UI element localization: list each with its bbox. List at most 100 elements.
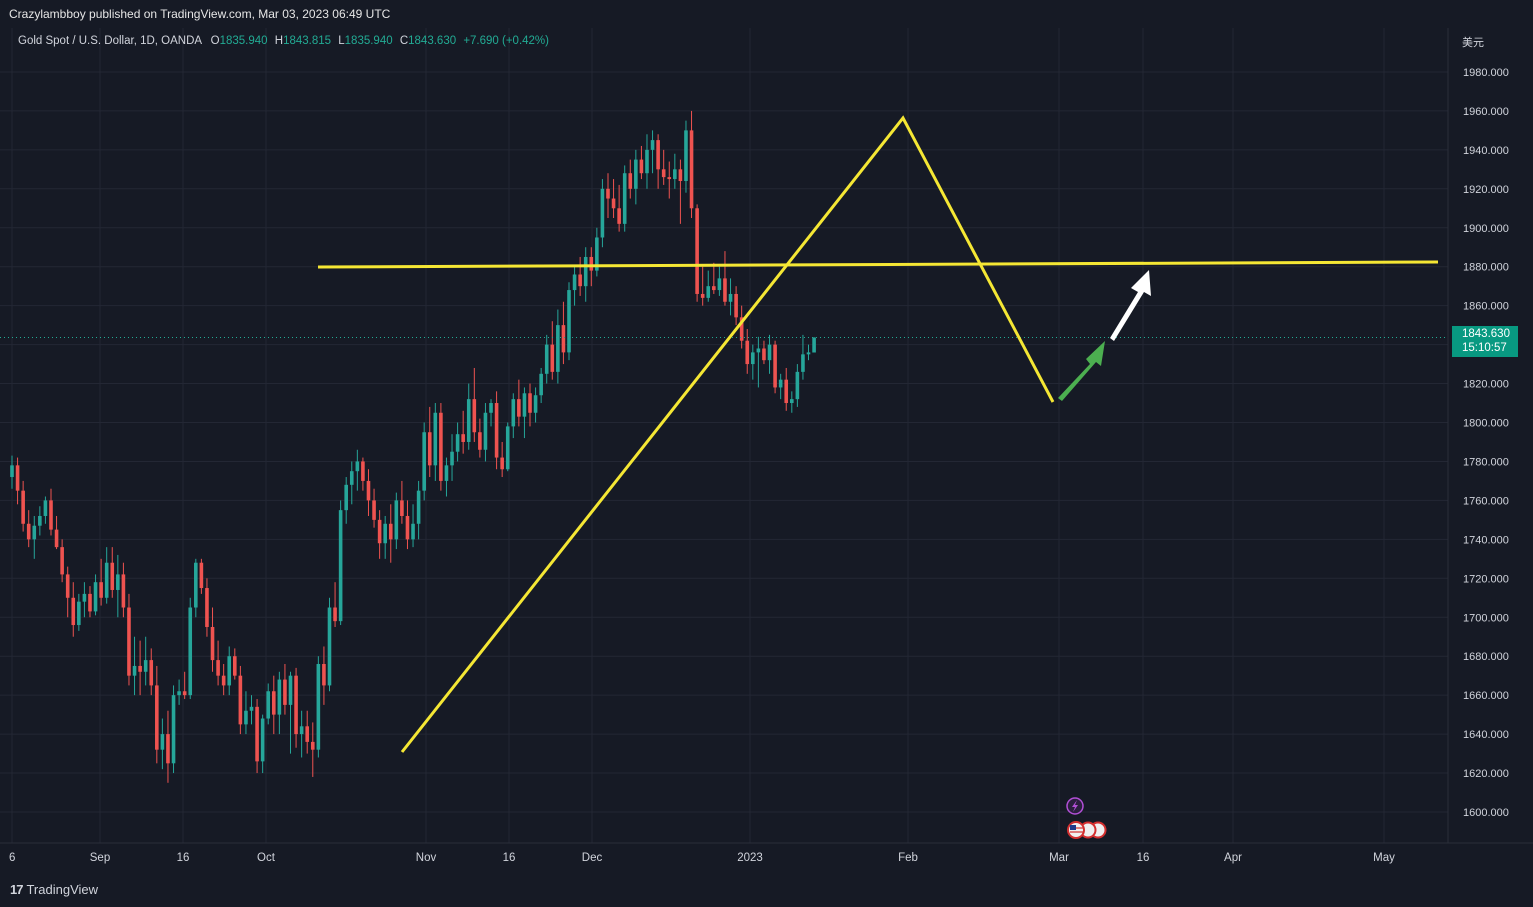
symbol-legend: Gold Spot / U.S. Dollar, 1D, OANDA O1835… xyxy=(18,35,549,47)
candle-body xyxy=(294,675,298,735)
open-label: O xyxy=(210,35,220,47)
candle-body xyxy=(110,562,115,590)
candle-body xyxy=(388,523,393,540)
footer xyxy=(0,876,1533,907)
candle-body xyxy=(567,290,571,353)
candle-body xyxy=(550,344,555,372)
tradingview-logo-icon: 17 xyxy=(10,882,24,897)
candle-body xyxy=(522,393,527,417)
candle-body xyxy=(511,399,516,427)
candle-body xyxy=(427,432,432,466)
candle-body xyxy=(405,515,410,540)
candle-body xyxy=(21,490,25,524)
currency-label[interactable]: 美元 xyxy=(1462,37,1484,49)
time-axis[interactable]: 6 Sep 16 Oct Nov 16 Dec 2023 Feb Mar 16 Apr May xyxy=(0,842,1533,864)
candle-body xyxy=(38,515,42,526)
candle-body xyxy=(667,177,672,180)
price-axis[interactable]: 1980.000 1960.000 1940.000 1920.000 1900.000… xyxy=(1447,28,1509,843)
candle-body xyxy=(138,665,142,672)
candle-body xyxy=(795,371,800,400)
white-arrow-icon[interactable] xyxy=(1110,270,1151,341)
candle-body xyxy=(10,465,14,478)
candle-body xyxy=(333,607,337,622)
events-row[interactable] xyxy=(1066,797,1107,839)
candle-body xyxy=(661,169,666,178)
candle-body xyxy=(583,256,588,287)
candle-body xyxy=(578,274,582,287)
x-tick-label: Apr xyxy=(1224,852,1242,864)
candle-body xyxy=(71,597,76,626)
x-tick-label: Sep xyxy=(90,852,110,864)
candle-body xyxy=(305,726,310,742)
x-tick-label: Mar xyxy=(1049,852,1069,864)
candle-body xyxy=(739,317,744,341)
candle-body xyxy=(104,562,109,598)
tradingview-logo[interactable]: 17 TradingView xyxy=(10,882,98,897)
last-price-value: 1843.630 xyxy=(1462,328,1510,340)
y-tick-label: 1980.000 xyxy=(1463,67,1509,79)
candle-body xyxy=(99,582,103,598)
candle-body xyxy=(199,562,204,589)
candle-body xyxy=(277,679,282,715)
candle-body xyxy=(483,412,488,450)
candle-body xyxy=(260,718,265,762)
candle-body xyxy=(539,373,543,396)
close-value: 1843.630 xyxy=(408,35,457,47)
x-tick-label: 16 xyxy=(503,852,516,864)
x-tick-label: Feb xyxy=(898,852,918,864)
x-tick-label: Oct xyxy=(257,852,276,864)
candle-body xyxy=(689,130,694,209)
high-value: 1843.815 xyxy=(283,35,332,47)
candle-body xyxy=(266,691,271,719)
price-chart[interactable]: 1980.000 1960.000 1940.000 1920.000 1900.000… xyxy=(0,28,1533,876)
candle-body xyxy=(383,523,387,544)
candle-body xyxy=(422,432,426,491)
y-tick-label: 1960.000 xyxy=(1463,106,1509,118)
candle-body xyxy=(678,169,683,182)
trend-zigzag-line[interactable] xyxy=(400,115,1055,753)
candle-body xyxy=(283,679,287,705)
candle-body xyxy=(344,484,348,511)
candle-body xyxy=(461,434,465,442)
candle-body xyxy=(355,461,360,472)
candle-body xyxy=(210,626,215,661)
tradingview-logo-text: TradingView xyxy=(26,882,99,897)
candle-body xyxy=(556,325,560,372)
candle-body xyxy=(639,159,644,174)
candle-body xyxy=(49,500,53,530)
candle-body xyxy=(684,130,688,182)
candle-body xyxy=(54,529,59,548)
candle-body xyxy=(673,169,677,180)
candle-body xyxy=(544,344,549,374)
candle-body xyxy=(706,286,711,298)
candle-body xyxy=(767,344,772,361)
candle-body xyxy=(478,432,482,450)
candle-body xyxy=(171,695,176,764)
candle-body xyxy=(166,734,170,764)
candle-body xyxy=(595,237,599,271)
candle-body xyxy=(717,278,722,291)
candle-body xyxy=(533,395,538,413)
change-value: +7.690 (+0.42%) xyxy=(463,35,549,47)
candle-body xyxy=(645,149,649,174)
candle-body xyxy=(327,607,332,686)
candle-body xyxy=(82,593,87,602)
candle-body xyxy=(734,293,738,318)
candle-body xyxy=(773,344,777,388)
candle-body xyxy=(227,656,232,686)
high-label: H xyxy=(274,35,284,47)
candle-body xyxy=(377,519,382,544)
y-tick-label: 1740.000 xyxy=(1463,534,1509,546)
candle-body xyxy=(617,208,621,224)
candle-body xyxy=(561,325,566,353)
lightning-bolt xyxy=(1072,800,1078,812)
horizontal-resistance-line[interactable] xyxy=(317,260,1439,269)
open-value: 1835.940 xyxy=(219,35,268,47)
green-arrow-icon[interactable] xyxy=(1058,341,1105,401)
candle-body xyxy=(600,188,605,238)
drawings[interactable] xyxy=(317,115,1439,753)
candle-body xyxy=(450,451,454,466)
candle-body xyxy=(528,393,532,413)
candle-body xyxy=(244,710,248,725)
candle-body xyxy=(489,403,493,413)
